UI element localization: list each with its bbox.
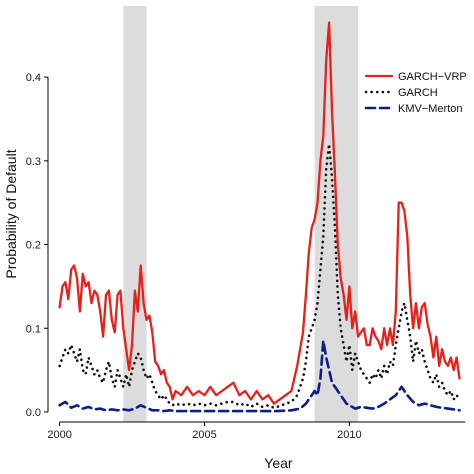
x-axis-title: Year: [264, 455, 293, 471]
legend: GARCH−VRP GARCH KMV−Merton: [364, 71, 467, 115]
y-tick-label: 0.3: [26, 156, 41, 168]
series-layer: [58, 21, 461, 413]
legend-label: GARCH: [398, 87, 438, 99]
x-tick-label: 2010: [337, 429, 361, 441]
legend-label: GARCH−VRP: [398, 71, 467, 83]
series-line-2: [58, 142, 461, 410]
x-tick-label: 2005: [192, 429, 216, 441]
shaded-period-1: [123, 6, 147, 422]
series-line-3: [58, 339, 461, 413]
y-tick-label: 0.1: [26, 323, 41, 335]
series-line-1: [58, 21, 461, 405]
ticks-layer: 2000 2005 2010 0.0 0.1 0.2 0.3 0.4: [26, 72, 362, 441]
y-tick-label: 0.0: [26, 407, 41, 419]
y-tick-label: 0.2: [26, 240, 41, 252]
y-tick-label: 0.4: [26, 72, 41, 84]
x-tick-label: 2000: [47, 429, 71, 441]
legend-label: KMV−Merton: [398, 103, 463, 115]
y-axis-title: Probability of Default: [3, 149, 19, 278]
